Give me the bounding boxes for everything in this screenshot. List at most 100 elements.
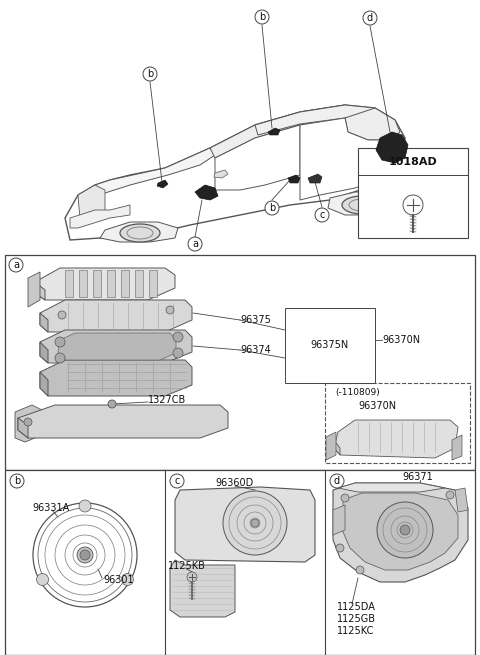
Polygon shape	[35, 268, 175, 300]
Text: 1125KC: 1125KC	[337, 626, 374, 636]
Polygon shape	[40, 342, 48, 363]
Polygon shape	[308, 174, 322, 183]
Circle shape	[173, 332, 183, 342]
Text: 1125GB: 1125GB	[337, 614, 376, 624]
Polygon shape	[333, 505, 345, 535]
Circle shape	[10, 474, 24, 488]
Circle shape	[9, 258, 23, 272]
Polygon shape	[157, 180, 168, 188]
Ellipse shape	[342, 196, 382, 214]
Polygon shape	[58, 333, 176, 360]
Circle shape	[55, 353, 65, 363]
Circle shape	[121, 574, 133, 586]
Text: b: b	[259, 12, 265, 22]
Circle shape	[341, 494, 349, 502]
Polygon shape	[215, 125, 300, 190]
Polygon shape	[149, 270, 157, 297]
Polygon shape	[268, 128, 280, 135]
Circle shape	[336, 544, 344, 552]
Polygon shape	[79, 270, 87, 297]
Polygon shape	[333, 483, 468, 582]
Text: d: d	[367, 13, 373, 23]
Circle shape	[24, 418, 32, 426]
Circle shape	[223, 491, 287, 555]
Circle shape	[356, 566, 364, 574]
Polygon shape	[214, 170, 228, 178]
Text: 96375: 96375	[240, 315, 271, 325]
Polygon shape	[15, 405, 42, 442]
Text: 96331A: 96331A	[32, 503, 69, 513]
Polygon shape	[452, 435, 462, 460]
Polygon shape	[175, 487, 315, 562]
Circle shape	[377, 502, 433, 558]
Polygon shape	[28, 272, 40, 307]
Circle shape	[143, 67, 157, 81]
Polygon shape	[78, 185, 105, 220]
Text: b: b	[147, 69, 153, 79]
Circle shape	[58, 311, 66, 319]
Polygon shape	[170, 560, 235, 617]
Text: c: c	[174, 476, 180, 486]
Text: 96370N: 96370N	[382, 335, 420, 345]
Polygon shape	[328, 192, 398, 215]
Text: b: b	[269, 203, 275, 213]
Polygon shape	[70, 205, 130, 228]
Circle shape	[79, 500, 91, 512]
Polygon shape	[300, 118, 400, 200]
Polygon shape	[135, 270, 143, 297]
Circle shape	[80, 550, 90, 560]
Bar	[325, 383, 470, 463]
Polygon shape	[326, 432, 336, 460]
Polygon shape	[195, 185, 218, 200]
Text: 1125DA: 1125DA	[337, 602, 376, 612]
Circle shape	[108, 400, 116, 408]
Text: a: a	[192, 239, 198, 249]
Bar	[5, 255, 475, 470]
Text: 96375N: 96375N	[310, 340, 348, 350]
Circle shape	[251, 519, 259, 527]
Polygon shape	[107, 270, 115, 297]
Polygon shape	[65, 270, 73, 297]
Circle shape	[166, 306, 174, 314]
Text: 96374: 96374	[240, 345, 271, 355]
Polygon shape	[65, 105, 405, 240]
Bar	[285, 308, 375, 383]
Text: b: b	[14, 476, 20, 486]
Circle shape	[33, 503, 137, 607]
Bar	[358, 148, 468, 238]
Text: 1327CB: 1327CB	[148, 395, 186, 405]
Polygon shape	[35, 282, 45, 300]
Bar	[5, 470, 475, 655]
Text: 96370N: 96370N	[358, 401, 396, 411]
Polygon shape	[345, 108, 400, 140]
Polygon shape	[455, 488, 468, 512]
Circle shape	[173, 348, 183, 358]
Polygon shape	[40, 300, 192, 332]
Polygon shape	[40, 313, 48, 332]
Polygon shape	[40, 360, 192, 396]
Polygon shape	[95, 148, 215, 193]
Text: 96360D: 96360D	[215, 478, 253, 488]
Polygon shape	[288, 175, 300, 183]
Circle shape	[330, 474, 344, 488]
Circle shape	[55, 337, 65, 347]
Ellipse shape	[120, 224, 160, 242]
Circle shape	[77, 547, 93, 563]
Circle shape	[315, 208, 329, 222]
Polygon shape	[100, 222, 178, 242]
Text: 1125KB: 1125KB	[168, 561, 206, 571]
Circle shape	[36, 574, 48, 586]
Polygon shape	[334, 440, 340, 455]
Polygon shape	[18, 405, 228, 438]
Circle shape	[170, 474, 184, 488]
Polygon shape	[334, 420, 458, 458]
Polygon shape	[40, 330, 192, 363]
Circle shape	[400, 525, 410, 535]
Polygon shape	[210, 105, 345, 158]
Polygon shape	[376, 132, 408, 163]
Text: 1018AD: 1018AD	[389, 157, 437, 167]
Circle shape	[265, 201, 279, 215]
Text: c: c	[319, 210, 324, 220]
Polygon shape	[93, 270, 101, 297]
Text: 96301: 96301	[103, 575, 133, 585]
